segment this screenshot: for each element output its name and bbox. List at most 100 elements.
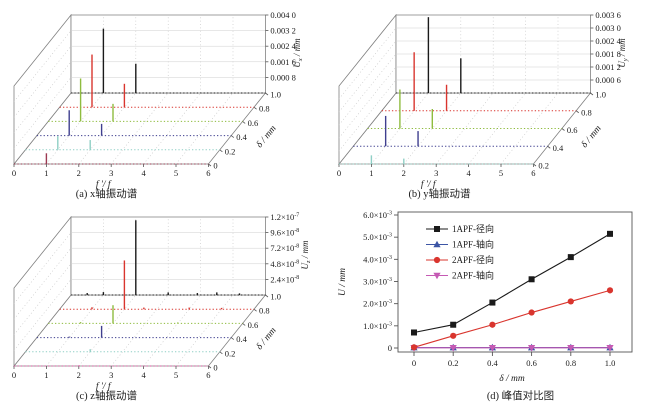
svg-text:5.0×10-3: 5.0×10-3 — [363, 232, 392, 242]
plot-panels — [13, 13, 267, 166]
svg-text:1.0: 1.0 — [270, 90, 281, 100]
series-delta-0.8 — [59, 54, 254, 108]
svg-text:0.001 2: 0.001 2 — [595, 62, 621, 72]
subplot-a-x-axis-spectrum: 0 1 2 3 4 5 6 f ′/ f 0 0.2 0.4 0.6 0.8 1.0 δ / mm 0.000… — [0, 0, 325, 202]
svg-text:2.4×10-8: 2.4×10-8 — [270, 274, 299, 284]
series-delta-1 — [71, 220, 266, 296]
svg-text:5: 5 — [174, 168, 178, 178]
svg-text:4.8×10-8: 4.8×10-8 — [270, 259, 299, 269]
svg-text:6: 6 — [206, 370, 210, 380]
svg-text:δ / mm: δ / mm — [580, 124, 604, 150]
series-delta-0.6 — [48, 305, 243, 324]
svg-text:1: 1 — [44, 370, 48, 380]
svg-text:0.000 8: 0.000 8 — [270, 72, 296, 82]
svg-text:2.0×10-3: 2.0×10-3 — [363, 299, 392, 309]
svg-text:5: 5 — [499, 168, 503, 178]
svg-text:0: 0 — [12, 168, 16, 178]
series-delta-0.4 — [353, 115, 548, 147]
z-axis: 0.000 8 0.001 6 0.002 4 0.003 2 0.004 0 Ux / … — [265, 10, 304, 82]
svg-text:U / mm: U / mm — [338, 268, 348, 296]
svg-text:0.4: 0.4 — [236, 334, 247, 344]
svg-text:1.0: 1.0 — [270, 292, 281, 302]
svg-text:0.8: 0.8 — [259, 306, 270, 316]
svg-text:f ′/ f: f ′/ f — [421, 179, 437, 190]
subplot-a-caption: (a) x轴振动谱 — [75, 189, 138, 200]
svg-text:0.003 6: 0.003 6 — [595, 10, 621, 20]
svg-text:2: 2 — [77, 168, 81, 178]
svg-text:0.2: 0.2 — [448, 358, 459, 368]
svg-text:4: 4 — [141, 370, 146, 380]
subplot-d-caption: (d) 峰值对比图 — [486, 391, 555, 402]
series-1APF-径向 — [411, 230, 613, 336]
series-delta-0.2 — [339, 155, 534, 165]
subplot-c-caption: (c) z轴振动谱 — [76, 391, 137, 402]
svg-text:0.003 2: 0.003 2 — [270, 26, 296, 36]
svg-text:0: 0 — [12, 370, 16, 380]
z-axis: 2.4×10-8 4.8×10-8 7.2×10-8 9.6×10-8 1.2×10-7… — [265, 212, 312, 284]
y-axis: 0 1.0×10-3 2.0×10-3 3.0×10-3 4.0×10-3 5.0×10-… — [338, 210, 398, 353]
plot-panels — [338, 13, 592, 166]
plot-box — [397, 211, 633, 353]
svg-text:Ux / mm: Ux / mm — [292, 38, 304, 68]
svg-text:3: 3 — [434, 168, 438, 178]
svg-text:2APF-轴向: 2APF-轴向 — [452, 270, 494, 281]
waterfall-chart-x-axis: 0 1 2 3 4 5 6 f ′/ f 0 0.20.40.60.81.0 δ / mm 0.000… — [12, 10, 304, 190]
svg-text:3.0×10-3: 3.0×10-3 — [363, 276, 392, 286]
series-delta-1 — [396, 17, 591, 94]
x-axis: 0 0.2 0.4 0.6 0.8 1.0 δ / mm — [412, 352, 615, 384]
svg-text:Uy / mm: Uy / mm — [617, 38, 629, 68]
svg-text:0.4: 0.4 — [553, 143, 564, 153]
grid-lines — [13, 217, 266, 367]
subplot-b-caption: (b) y轴振动谱 — [408, 189, 471, 200]
svg-text:0.8: 0.8 — [259, 104, 270, 114]
series-delta-0 — [14, 365, 209, 367]
svg-text:6: 6 — [531, 168, 535, 178]
svg-text:0.2: 0.2 — [225, 146, 236, 156]
x-axis: 0 1 2 3 4 5 6 f ′/ f — [12, 366, 211, 392]
svg-text:0.002 4: 0.002 4 — [270, 41, 296, 51]
grid-lines — [13, 15, 266, 165]
svg-text:0: 0 — [412, 358, 416, 368]
svg-text:0.6: 0.6 — [567, 125, 578, 135]
series-delta-0 — [14, 153, 209, 165]
svg-text:0.004 0: 0.004 0 — [270, 10, 296, 20]
x-axis: 0 1 2 3 4 5 6 f ′/ f — [337, 164, 536, 190]
series-delta-1 — [71, 28, 266, 94]
svg-text:1APF-轴向: 1APF-轴向 — [452, 239, 494, 250]
series-delta-0.6 — [48, 78, 243, 122]
svg-text:0.4: 0.4 — [487, 358, 498, 368]
svg-text:6: 6 — [206, 168, 210, 178]
svg-text:f ′/ f: f ′/ f — [96, 179, 112, 190]
svg-text:2: 2 — [402, 168, 406, 178]
svg-text:0.6: 0.6 — [526, 358, 537, 368]
series-delta-0.2 — [25, 136, 220, 151]
svg-text:δ / mm: δ / mm — [255, 326, 279, 352]
svg-text:0: 0 — [213, 363, 217, 373]
svg-text:4: 4 — [141, 168, 146, 178]
svg-text:0.000 6: 0.000 6 — [595, 75, 621, 85]
svg-text:1.0: 1.0 — [605, 358, 616, 368]
z-axis: 0.000 6 0.001 2 0.001 8 0.002 4 0.003 0 0.003… — [590, 10, 629, 85]
legend: 1APF-径向 1APF-轴向 2APF-径向 2APF-轴向 — [426, 223, 494, 281]
svg-text:1APF-径向: 1APF-径向 — [452, 223, 494, 234]
svg-text:1: 1 — [369, 168, 373, 178]
plot-panels — [13, 215, 267, 368]
svg-text:1.2×10-7: 1.2×10-7 — [270, 212, 299, 222]
svg-text:3: 3 — [109, 168, 113, 178]
svg-text:3: 3 — [109, 370, 113, 380]
svg-text:δ / mm: δ / mm — [255, 124, 279, 150]
series-delta-0.4 — [36, 325, 232, 339]
svg-text:0.4: 0.4 — [236, 132, 247, 142]
svg-text:0.6: 0.6 — [248, 320, 259, 330]
series-delta-0.8 — [59, 260, 254, 310]
series-delta-0.6 — [367, 89, 562, 129]
svg-text:7.2×10-8: 7.2×10-8 — [270, 243, 299, 253]
svg-text:9.6×10-8: 9.6×10-8 — [270, 228, 299, 238]
line-chart-peak-comparison: 0 1.0×10-3 2.0×10-3 3.0×10-3 4.0×10-3 5.0×10-… — [338, 210, 633, 384]
svg-text:4.0×10-3: 4.0×10-3 — [363, 254, 392, 264]
svg-text:1: 1 — [44, 168, 48, 178]
waterfall-chart-y-axis: 0 1 2 3 4 5 6 f ′/ f 0.2 0.40.60.81.0 δ / mm 0.000 … — [337, 10, 629, 190]
svg-text:0: 0 — [388, 343, 392, 353]
series-2APF-径向 — [410, 287, 614, 351]
